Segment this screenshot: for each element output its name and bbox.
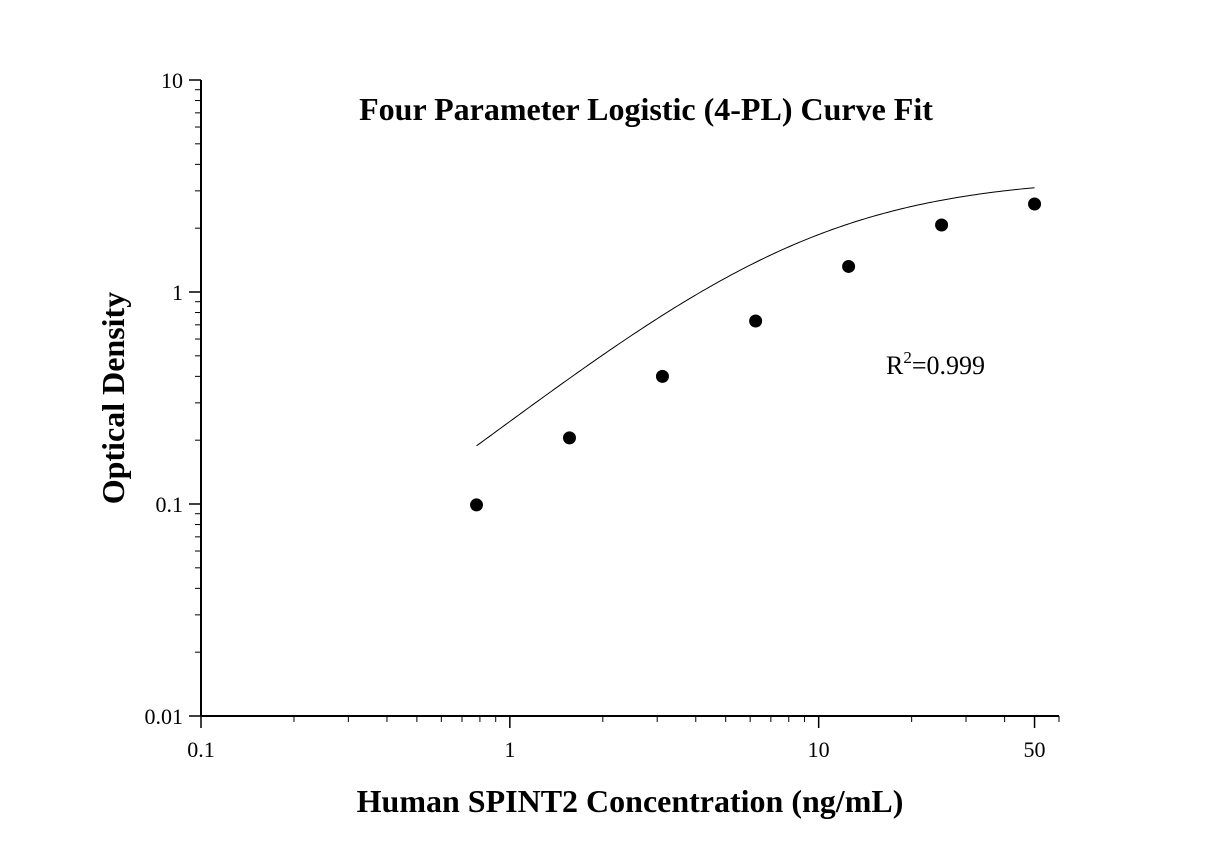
r-squared-r: R xyxy=(886,351,904,380)
x-axis-label: Human SPINT2 Concentration (ng/mL) xyxy=(357,783,904,819)
x-tick-label: 10 xyxy=(808,737,830,762)
r-squared-superscript: 2 xyxy=(903,348,912,367)
data-point xyxy=(655,369,669,383)
r-squared-annotation: R2=0.999 xyxy=(886,348,985,380)
y-tick-labels: 0.01 0.1 1 10 xyxy=(145,68,184,729)
chart-title: Four Parameter Logistic (4-PL) Curve Fit xyxy=(359,91,933,127)
x-tick-label: 1 xyxy=(504,737,515,762)
data-point xyxy=(842,259,856,273)
x-tick-label: 0.1 xyxy=(187,737,215,762)
y-tick-label: 0.01 xyxy=(145,704,184,729)
x-tick-labels: 0.1 1 10 50 xyxy=(187,737,1045,762)
fit-curve xyxy=(476,187,1035,447)
data-point xyxy=(562,431,576,445)
x-tick-label: 50 xyxy=(1024,737,1046,762)
data-point xyxy=(935,218,949,232)
y-tick-label: 0.1 xyxy=(156,492,184,517)
data-points xyxy=(470,197,1042,512)
y-axis-label: Optical Density xyxy=(95,292,131,504)
y-tick-label: 1 xyxy=(172,280,183,305)
data-point xyxy=(1028,197,1042,211)
data-point xyxy=(749,314,763,328)
y-tick-label: 10 xyxy=(161,68,183,93)
r-squared-value: =0.999 xyxy=(912,351,985,380)
x-major-ticks xyxy=(200,716,1036,728)
y-major-ticks xyxy=(189,79,201,717)
data-point xyxy=(470,498,484,512)
